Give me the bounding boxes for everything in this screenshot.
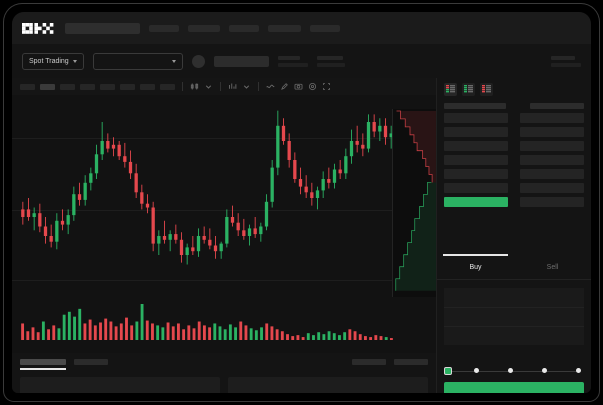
amount-percent-slider[interactable] (444, 366, 584, 376)
gridline-0 (12, 137, 436, 139)
chevron-down-icon[interactable] (204, 82, 213, 91)
orders-card-row (20, 377, 428, 393)
orderbook-trade-panel: Buy Sell (436, 78, 591, 393)
toolbar-divider (258, 82, 259, 91)
orderbook-ask-row[interactable] (444, 141, 509, 151)
orderbook-left-column (444, 113, 509, 207)
orders-action-1[interactable] (394, 359, 428, 365)
timeframe-1[interactable] (40, 83, 55, 90)
orderbook-both-icon[interactable] (444, 83, 457, 96)
orderbook-bid-row[interactable] (519, 197, 584, 207)
order-field-amount[interactable] (444, 307, 584, 326)
search-input[interactable] (65, 22, 140, 34)
orderbook-rows (444, 113, 584, 207)
camera-icon[interactable] (294, 82, 303, 91)
gridline-1 (12, 210, 436, 211)
orders-tab-row (20, 359, 428, 370)
orderbook-header-right (530, 103, 584, 109)
timeframe-6[interactable] (140, 83, 155, 90)
indicator-icon[interactable] (228, 82, 237, 91)
slider-track (448, 370, 580, 372)
buy-sell-tabs: Buy Sell (437, 254, 591, 280)
okx-logo-icon[interactable] (22, 22, 56, 34)
line-chart-icon[interactable] (266, 82, 275, 91)
market-type-selector[interactable]: Spot Trading (22, 52, 84, 70)
submit-order-button[interactable] (444, 382, 584, 393)
trading-pair-selector[interactable] (92, 52, 183, 70)
fullscreen-icon[interactable] (322, 82, 331, 91)
orderbook-bid-row[interactable] (519, 183, 584, 193)
chevron-down-icon (72, 59, 77, 63)
order-field-price[interactable] (444, 288, 584, 307)
orderbook-bid-row[interactable] (519, 155, 584, 165)
orders-action-0[interactable] (352, 359, 386, 365)
ticker-stat-2 (551, 55, 581, 67)
order-field-total[interactable] (444, 326, 584, 345)
timeframe-2[interactable] (60, 83, 75, 90)
price-chart-area[interactable] (12, 95, 436, 353)
orderbook-ask-row[interactable] (444, 169, 509, 179)
orderbook-body[interactable] (437, 99, 591, 277)
chevron-down-icon[interactable] (242, 82, 251, 91)
order-form (437, 282, 591, 351)
orderbook-bid-row[interactable] (519, 141, 584, 151)
orders-card-0[interactable] (20, 377, 220, 393)
orderbook-header-left (444, 103, 506, 109)
nav-item-2[interactable] (229, 24, 259, 32)
slider-step-50[interactable] (508, 368, 513, 373)
toolbar-divider (182, 82, 183, 91)
timeframe-0[interactable] (20, 83, 35, 90)
nav-item-3[interactable] (268, 24, 301, 32)
market-depth-chart[interactable] (392, 109, 436, 297)
tab-sell[interactable]: Sell (546, 264, 559, 271)
orderbook-bids-icon[interactable] (462, 83, 475, 96)
nav-item-0[interactable] (149, 24, 179, 32)
timeframe-5[interactable] (120, 83, 135, 90)
orderbook-asks-icon[interactable] (480, 83, 493, 96)
gridline-2 (12, 280, 436, 281)
chevron-down-icon (171, 59, 176, 63)
orders-card-1[interactable] (228, 377, 428, 393)
app-screen: Spot Trading (12, 12, 591, 393)
coin-avatar (191, 54, 205, 68)
orderbook-right-column (519, 113, 584, 207)
toolbar-divider (220, 82, 221, 91)
timeframe-7[interactable] (160, 83, 175, 90)
orderbook-ask-row[interactable] (444, 183, 509, 193)
orderbook-ask-row[interactable] (444, 113, 509, 123)
slider-handle[interactable] (444, 367, 452, 375)
slider-step-25[interactable] (474, 368, 479, 373)
orderbook-ask-row[interactable] (444, 197, 509, 207)
pencil-icon[interactable] (280, 82, 289, 91)
nav-item-4[interactable] (310, 24, 340, 32)
orderbook-ask-row[interactable] (444, 155, 509, 165)
tab-order-history[interactable] (74, 359, 108, 365)
tab-buy[interactable]: Buy (437, 254, 514, 279)
nav-item-1[interactable] (188, 24, 220, 32)
slider-step-100[interactable] (576, 368, 581, 373)
pair-name-label (213, 55, 269, 67)
tab-open-orders[interactable] (20, 359, 66, 370)
orderbook-bid-row[interactable] (519, 113, 584, 123)
settings-icon[interactable] (308, 82, 317, 91)
timeframe-3[interactable] (80, 83, 95, 90)
volume-bar-series (21, 304, 393, 340)
ticker-stat-0 (277, 55, 308, 67)
tablet-device-frame: Spot Trading (4, 4, 599, 401)
market-ticker-bar: Spot Trading (12, 44, 591, 78)
orderbook-mode-switcher (437, 78, 591, 99)
orders-panel (12, 353, 436, 393)
top-navigation-bar (12, 12, 591, 44)
market-type-label: Spot Trading (29, 57, 69, 65)
candlestick-series (21, 110, 393, 265)
orderbook-ask-row[interactable] (444, 127, 509, 137)
orderbook-header (444, 103, 584, 109)
orderbook-bid-row[interactable] (519, 169, 584, 179)
ticker-stat-1 (316, 55, 345, 67)
timeframe-4[interactable] (100, 83, 115, 90)
candlestick-icon[interactable] (190, 82, 199, 91)
orderbook-bid-row[interactable] (519, 127, 584, 137)
slider-step-75[interactable] (542, 368, 547, 373)
